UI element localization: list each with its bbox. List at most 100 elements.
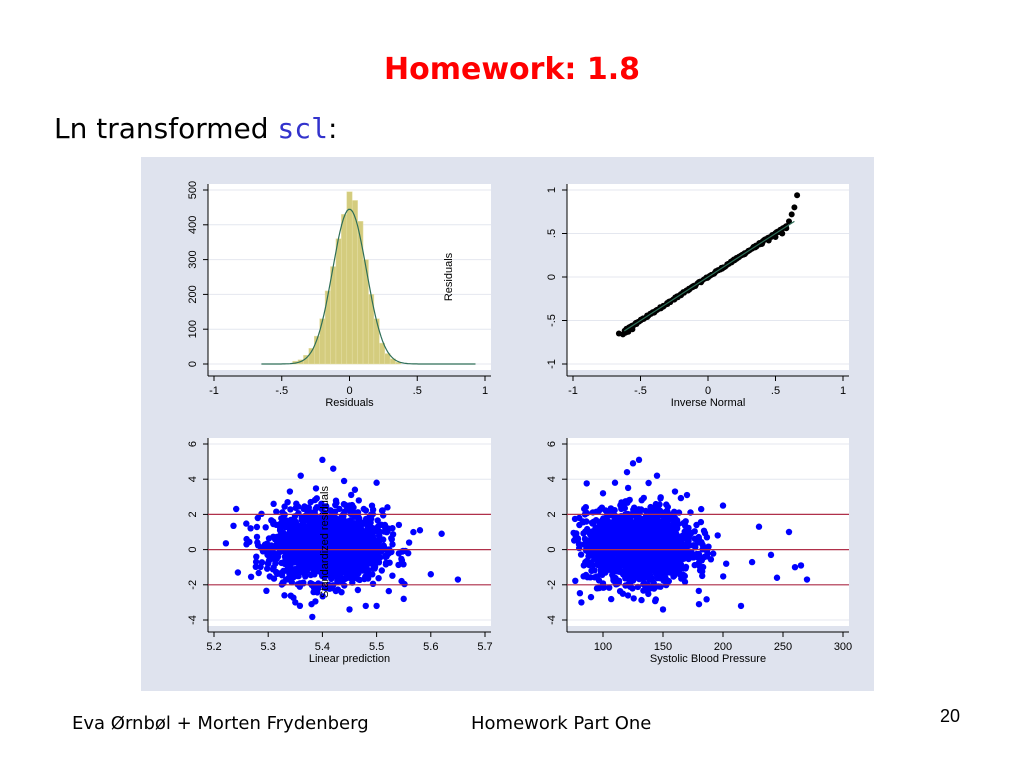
scatter-point (570, 529, 577, 537)
scatter-point (767, 551, 775, 559)
scatter-point (254, 539, 261, 546)
scatter-point (606, 584, 613, 591)
scatter-point (349, 547, 356, 554)
page-number: 20 (940, 706, 961, 726)
scatter-point (363, 518, 370, 526)
scatter-point (318, 505, 325, 513)
scatter-point (635, 456, 643, 464)
x-tick-label: 150 (654, 641, 672, 653)
y-tick-label: -1 (546, 359, 558, 369)
scatter-point (698, 505, 705, 513)
qq-point (629, 326, 636, 333)
scatter-point (313, 532, 320, 539)
scatter-point (695, 600, 703, 608)
scatter-point (614, 549, 621, 557)
y-tick-label: 300 (187, 250, 199, 268)
scatter-point (280, 580, 287, 587)
scatter-point (373, 602, 380, 610)
scatter-point (330, 465, 337, 472)
scatter-point (582, 504, 589, 511)
scatter-point (234, 569, 242, 576)
scatter-point (584, 574, 591, 581)
scatter-point (258, 559, 266, 566)
scatter-point (355, 576, 362, 583)
scatter-point (309, 613, 316, 621)
x-tick-label: 5.3 (261, 641, 276, 653)
histogram-bar (335, 238, 342, 365)
scatter-point (593, 535, 601, 543)
y-tick-label: 4 (187, 476, 199, 482)
scatter-point (633, 541, 641, 548)
scatter-point (389, 525, 396, 532)
scatter-point (624, 515, 631, 522)
scatter-point (262, 524, 269, 531)
scatter-point (591, 545, 599, 552)
scatter-point (309, 519, 317, 526)
scatter-point (365, 567, 372, 574)
scatter-point (287, 561, 294, 568)
scatter-point (584, 525, 591, 533)
scatter-points (570, 456, 811, 613)
scatter-point (369, 537, 376, 544)
scatter-point (653, 472, 661, 479)
scatter-point (222, 540, 230, 547)
scatter-point (326, 554, 333, 562)
scatter-point (696, 563, 703, 570)
y-tick-label: 6 (546, 441, 558, 447)
scatter-point (683, 491, 691, 499)
y-tick-label: 500 (187, 181, 199, 199)
scatter-point (797, 562, 805, 569)
x-tick-label: 1 (482, 385, 488, 397)
scatter-point (368, 502, 376, 509)
scatter-point (363, 545, 370, 552)
scatter-point (601, 567, 609, 574)
scatter-point (318, 500, 325, 507)
scatter-point (247, 573, 255, 580)
scatter-point (659, 606, 667, 613)
scatter-point (296, 602, 304, 609)
scatter-point (609, 539, 616, 546)
scatter-point (623, 468, 631, 476)
scatter-point (243, 520, 250, 527)
scatter-point (282, 519, 289, 527)
scatter-point (340, 477, 348, 485)
scatter-point (264, 565, 271, 572)
scatter-point (342, 501, 349, 509)
scatter-point (297, 472, 304, 479)
scatter-point (773, 574, 781, 581)
scatter-point (341, 575, 349, 583)
scatter-point (661, 574, 668, 582)
scatter-point (270, 520, 277, 528)
scatter-point (334, 577, 341, 584)
scatter-point (230, 522, 237, 529)
scatter-point (785, 528, 793, 536)
scatter-point (674, 520, 681, 527)
scatter-point (272, 560, 279, 567)
scatter-point (645, 575, 652, 582)
footer-course: Homework Part One (471, 713, 652, 734)
scatter-point (296, 523, 303, 530)
scatter-point (277, 570, 284, 577)
scatter-point (611, 479, 619, 486)
x-tick-label: 5.4 (315, 641, 330, 653)
x-tick-label: 0 (705, 385, 711, 397)
scatter-point (581, 535, 589, 543)
y-tick-label: -2 (546, 580, 558, 590)
scatter-point (587, 593, 595, 601)
scatter-point (671, 488, 679, 495)
scatter-point (580, 562, 587, 569)
scatter-point (622, 527, 630, 535)
scatter-point (682, 531, 690, 538)
scatter-point (326, 549, 333, 556)
scatter-point (265, 560, 272, 567)
scatter-point (371, 545, 379, 553)
scatter-point (454, 576, 462, 583)
scatter-point (611, 575, 618, 582)
scatter-point (293, 558, 301, 565)
scatter-point (618, 569, 625, 576)
scatter-point (579, 518, 586, 525)
scatter-point (355, 497, 362, 504)
scatter-point (308, 600, 315, 608)
scatter-point (653, 554, 660, 561)
scatter-point (360, 505, 367, 513)
